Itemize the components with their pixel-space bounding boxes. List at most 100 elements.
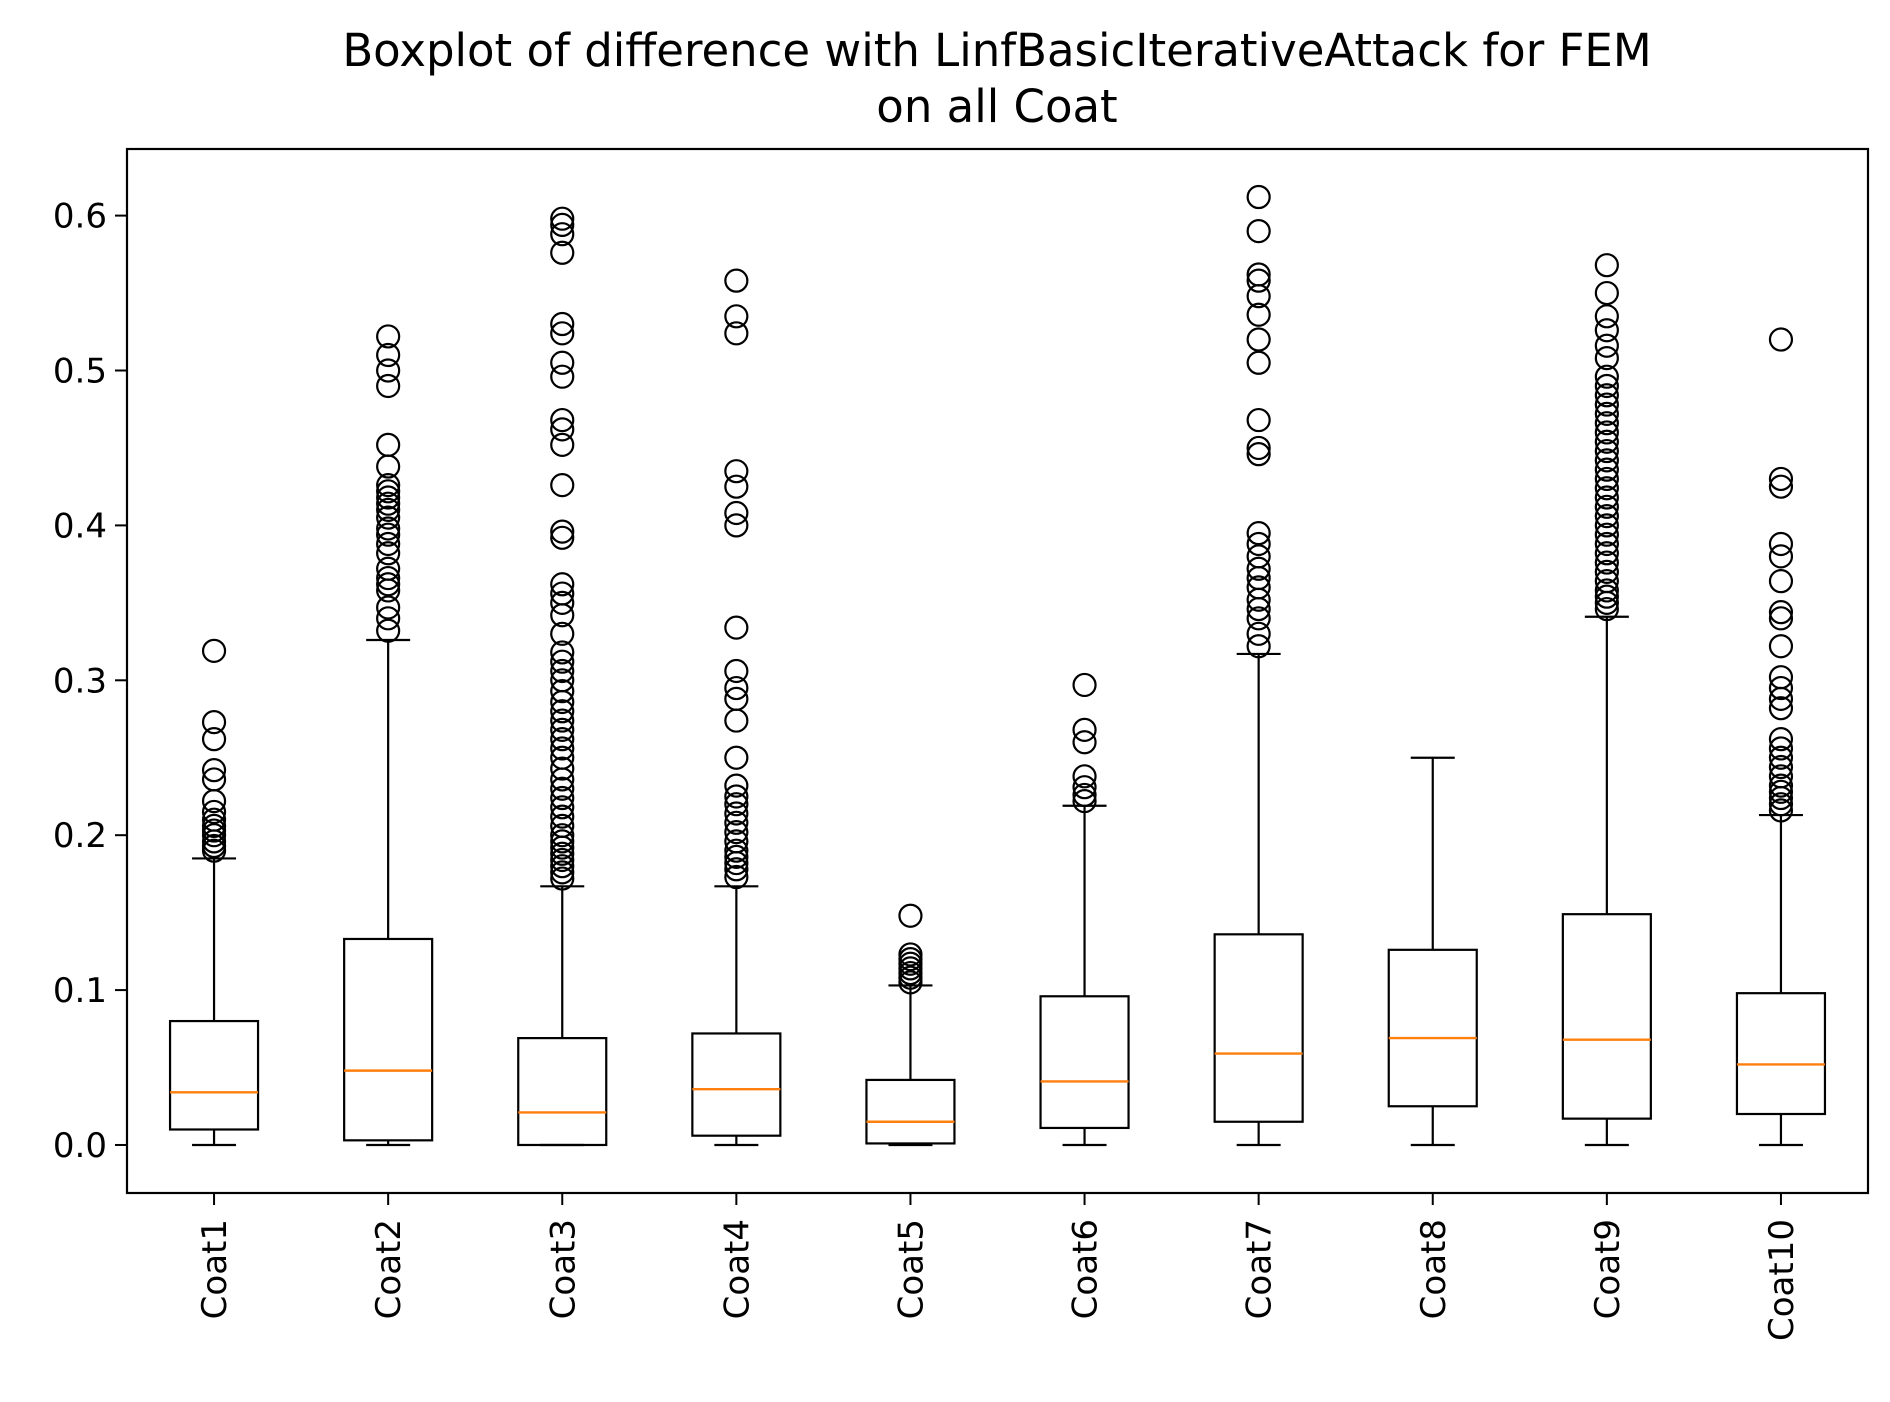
outlier-point <box>201 710 227 735</box>
x-tick-label: Coat8 <box>1414 1219 1454 1319</box>
outlier-point <box>1246 556 1271 581</box>
box-iqr <box>168 1019 260 1131</box>
y-tick-label: 0.6 <box>53 197 107 237</box>
outlier-point <box>1594 383 1619 408</box>
outlier-point <box>724 844 749 869</box>
outlier-point <box>1594 457 1619 482</box>
outlier-point <box>724 819 749 845</box>
outlier-point <box>1246 327 1271 352</box>
outlier-point <box>550 776 575 801</box>
outlier-point <box>1768 792 1794 817</box>
outlier-point <box>1246 184 1271 210</box>
outlier-point <box>201 799 227 825</box>
axes-frame <box>125 147 1870 1195</box>
box-iqr <box>1735 992 1827 1116</box>
outlier-point <box>1768 745 1794 770</box>
outlier-point <box>376 522 401 547</box>
outlier-point <box>898 942 923 967</box>
outlier-point <box>1594 392 1619 417</box>
outlier-point <box>550 473 575 498</box>
x-tick-label: Coat3 <box>543 1219 583 1319</box>
outlier-point <box>724 304 749 329</box>
outlier-point <box>1594 373 1619 399</box>
outlier-point <box>724 459 749 484</box>
outlier-point <box>1768 544 1794 569</box>
outlier-point <box>550 717 575 742</box>
outlier-point <box>376 342 401 368</box>
outlier-point <box>1246 268 1271 293</box>
outlier-point <box>1768 779 1794 804</box>
outlier-point <box>1594 485 1619 510</box>
outlier-point <box>1246 606 1271 631</box>
outlier-point <box>201 813 227 838</box>
outlier-point <box>550 699 575 724</box>
outlier-point <box>1768 634 1794 659</box>
outlier-point <box>550 525 575 550</box>
outlier-point <box>1768 675 1794 701</box>
outlier-point <box>1594 584 1619 609</box>
outlier-point <box>376 578 401 603</box>
x-tick-label: Coat2 <box>369 1219 409 1319</box>
outlier-point <box>1594 596 1619 622</box>
outlier-point <box>1072 730 1097 755</box>
outlier-point <box>376 595 401 620</box>
outlier-point <box>1072 672 1097 698</box>
outlier-point <box>376 565 401 591</box>
outlier-point <box>550 785 575 811</box>
outlier-point <box>724 838 749 863</box>
outlier-point <box>550 866 575 891</box>
outlier-point <box>201 727 227 752</box>
outlier-point <box>1594 333 1619 358</box>
outlier-point <box>1768 665 1794 690</box>
outlier-point <box>376 358 401 383</box>
outlier-point <box>1594 420 1619 445</box>
outlier-point <box>376 531 401 557</box>
outlier-point <box>724 745 749 770</box>
outlier-point <box>550 829 575 854</box>
x-tick-label: Coat9 <box>1588 1219 1628 1319</box>
y-tick-label: 0.0 <box>53 1126 107 1166</box>
outlier-point <box>1594 476 1619 501</box>
x-tick-label: Coat1 <box>195 1219 235 1319</box>
box-iqr <box>1387 948 1478 1108</box>
outlier-point <box>1594 401 1619 426</box>
outlier-point <box>376 497 401 523</box>
outlier-point <box>550 590 575 615</box>
outlier-point <box>1246 435 1271 461</box>
outlier-point <box>724 850 749 876</box>
outlier-point <box>1246 218 1271 244</box>
outlier-point <box>1246 531 1271 557</box>
box-iqr <box>1213 933 1304 1123</box>
outlier-point <box>550 727 575 752</box>
outlier-point <box>550 407 575 433</box>
outlier-point <box>1594 578 1619 603</box>
outlier-point <box>1594 590 1619 615</box>
outlier-point <box>376 618 401 643</box>
outlier-point <box>376 485 401 510</box>
x-tick-label: Coat6 <box>1066 1219 1106 1319</box>
x-tick-label: Coat7 <box>1240 1219 1280 1319</box>
outlier-point <box>724 773 749 798</box>
outlier-point <box>724 708 749 733</box>
outlier-point <box>1594 569 1619 594</box>
outlier-point <box>550 321 575 346</box>
outlier-point <box>376 572 401 597</box>
outlier-point <box>1768 327 1794 352</box>
outlier-point <box>1768 696 1794 721</box>
x-tick-label: Coat10 <box>1762 1219 1802 1341</box>
outlier-point <box>1246 407 1271 433</box>
outlier-point <box>1246 302 1271 327</box>
outlier-point <box>1768 764 1794 789</box>
outlier-point <box>724 321 749 346</box>
outlier-point <box>1246 634 1271 659</box>
outlier-point <box>550 206 575 231</box>
outlier-point <box>1594 253 1619 278</box>
outlier-point <box>1768 474 1794 499</box>
outlier-point <box>1768 736 1794 761</box>
x-tick-label: Coat4 <box>717 1219 757 1319</box>
outlier-point <box>550 212 575 237</box>
outlier-point <box>201 638 227 663</box>
outlier-point <box>1594 559 1619 584</box>
outlier-point <box>1594 448 1619 473</box>
